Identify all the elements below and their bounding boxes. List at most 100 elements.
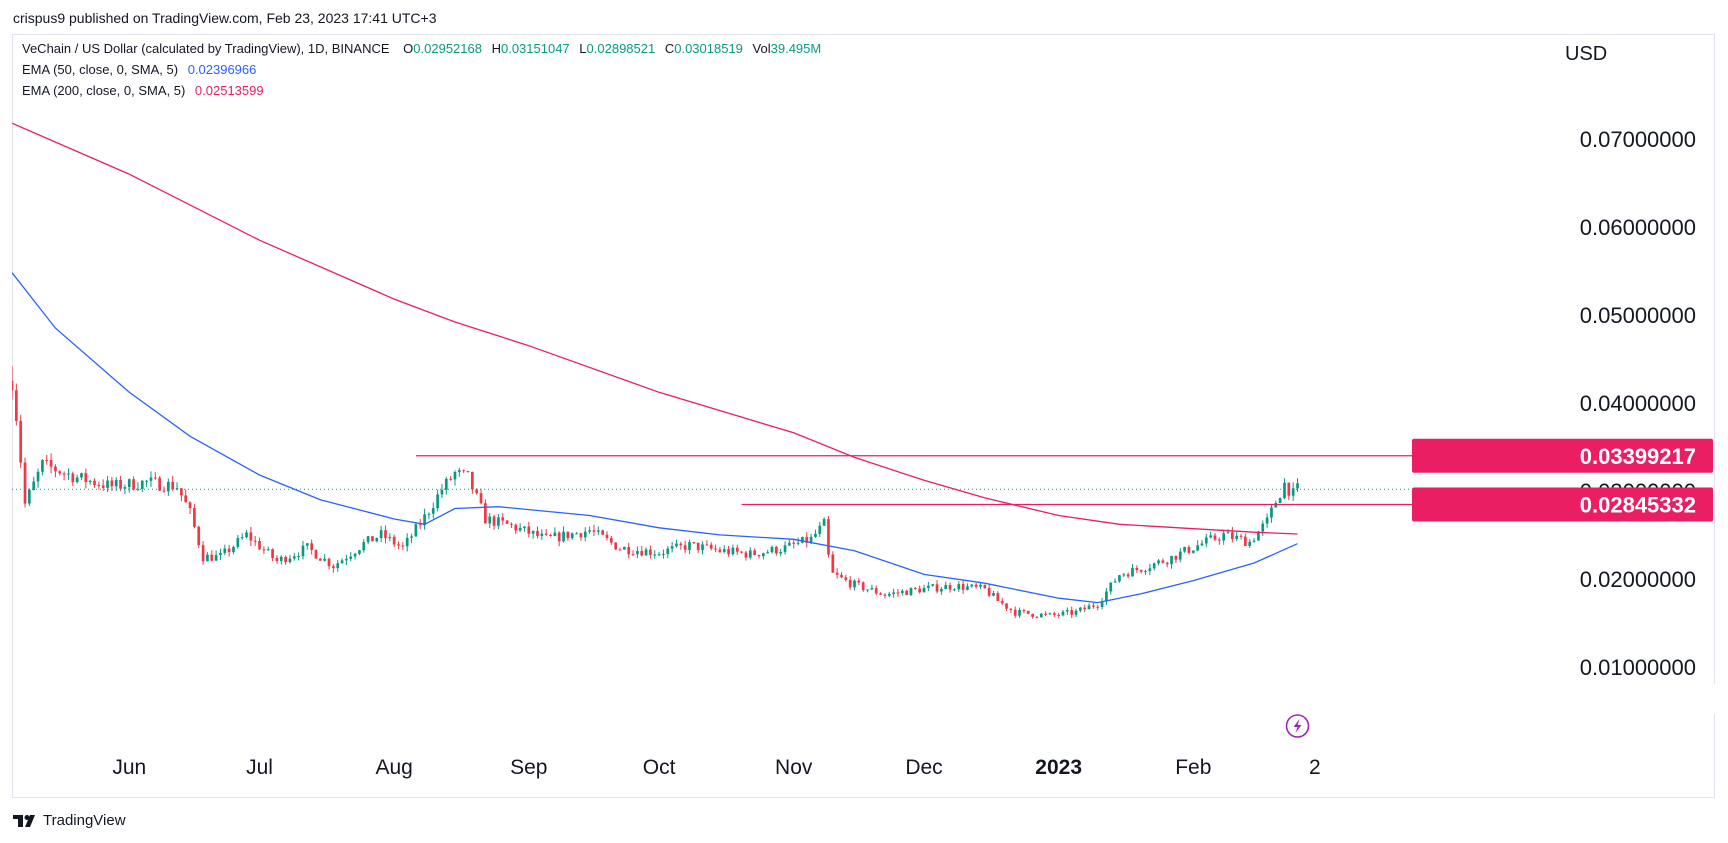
candle-body [544,533,548,535]
candle-body [518,527,522,531]
candle-body [514,524,518,531]
candle-body [740,551,743,553]
candle-body [757,554,761,557]
candle-body [1265,517,1269,524]
candle-body [1000,600,1004,604]
price-chart[interactable]: 0.07000000 0.06000000 0.05000000 0.04000000… [12,34,1715,798]
candle-body [592,530,596,532]
candle-body [119,480,122,489]
candle-body [206,554,209,562]
candle-body [714,548,717,550]
candle-body [562,531,565,542]
candle-body [449,478,452,480]
candle-body [879,593,882,595]
candle-body [1126,574,1130,577]
candle-body [297,556,300,558]
candle-body [97,485,101,487]
candle-body [423,514,426,526]
legend-close-label: C [664,41,675,56]
candle-body [927,585,930,588]
candle-body [649,549,652,555]
candle-body [827,519,830,555]
candle-body [770,546,774,553]
legend-ema50-row: EMA (50, close, 0, SMA, 5) 0.02396966 [22,62,256,77]
candle-body [679,543,683,546]
candle-body [727,549,730,555]
candle-body [440,489,444,495]
candle-body [457,470,461,473]
candle-body [392,536,396,545]
candle-body [605,534,609,539]
candle-body [718,549,722,552]
candle-body [1209,535,1213,538]
candle-body [1113,581,1117,583]
candle-body [631,554,635,556]
candle-body [788,542,791,546]
legend-close-value: 0.03018519 [674,41,743,56]
candle-body [918,588,922,593]
candle-body [596,530,600,532]
candle-body [866,589,869,591]
candle-body [166,481,170,492]
candle-body [14,390,18,422]
candle-body [701,544,704,551]
candle-body [471,471,474,490]
legend-open-value: 0.02952168 [413,41,482,56]
candle-body [753,550,756,555]
y-tick-label: 0.05000000 [1580,303,1696,328]
candle-body [1035,616,1039,618]
ema200-line [12,122,1298,535]
candle-body [966,586,969,590]
candle-body [636,551,639,555]
y-tick-label: 0.01000000 [1580,655,1696,680]
candle-body [735,547,739,552]
candle-body [184,495,188,503]
candle-body [1291,488,1295,496]
candle-body [262,549,266,551]
candle-body [1235,535,1239,539]
candle-body [1109,582,1113,592]
candle-body [431,508,435,514]
candle-body [1231,532,1234,539]
candle-body [996,593,1000,601]
candle-body [1022,609,1026,611]
candle-body [340,560,344,564]
candle-body [1191,550,1195,553]
candle-body [1044,613,1047,615]
legend-symbol-title: VeChain / US Dollar (calculated by Tradi… [22,41,390,56]
candle-body [153,477,157,479]
candle-body [905,590,908,596]
candle-body [801,536,804,543]
candle-body [1057,614,1060,616]
candle-body [696,542,700,551]
candle-body [32,481,36,491]
candle-body [818,525,822,534]
candle-body [874,588,878,594]
candle-body [436,494,439,509]
candle-body [1217,539,1221,541]
legend-volume-label: Vol [752,41,771,56]
candle-body [553,532,557,536]
candle-body [88,480,92,483]
candle-body [922,587,926,593]
legend-ema50-value: 0.02396966 [187,62,257,77]
candle-body [227,548,231,553]
support-price-tag [1412,487,1713,522]
candle-body [305,543,309,546]
candle-body [49,460,53,467]
candle-body [523,526,526,528]
candle-body [149,477,153,481]
legend-symbol-row: VeChain / US Dollar (calculated by Tradi… [22,41,821,56]
candle-body [223,548,227,554]
candle-body [75,477,79,483]
candle-body [1061,611,1065,616]
x-tick-label: Feb [1175,756,1211,779]
candle-body [488,516,492,524]
candle-body [1079,607,1082,611]
legend-ema200-row: EMA (200, close, 0, SMA, 5) 0.02513599 [22,83,264,98]
candle-body [566,531,570,539]
candle-body [114,480,118,487]
candle-body [475,489,479,494]
candle-body [1148,568,1152,572]
candle-body [692,542,696,544]
